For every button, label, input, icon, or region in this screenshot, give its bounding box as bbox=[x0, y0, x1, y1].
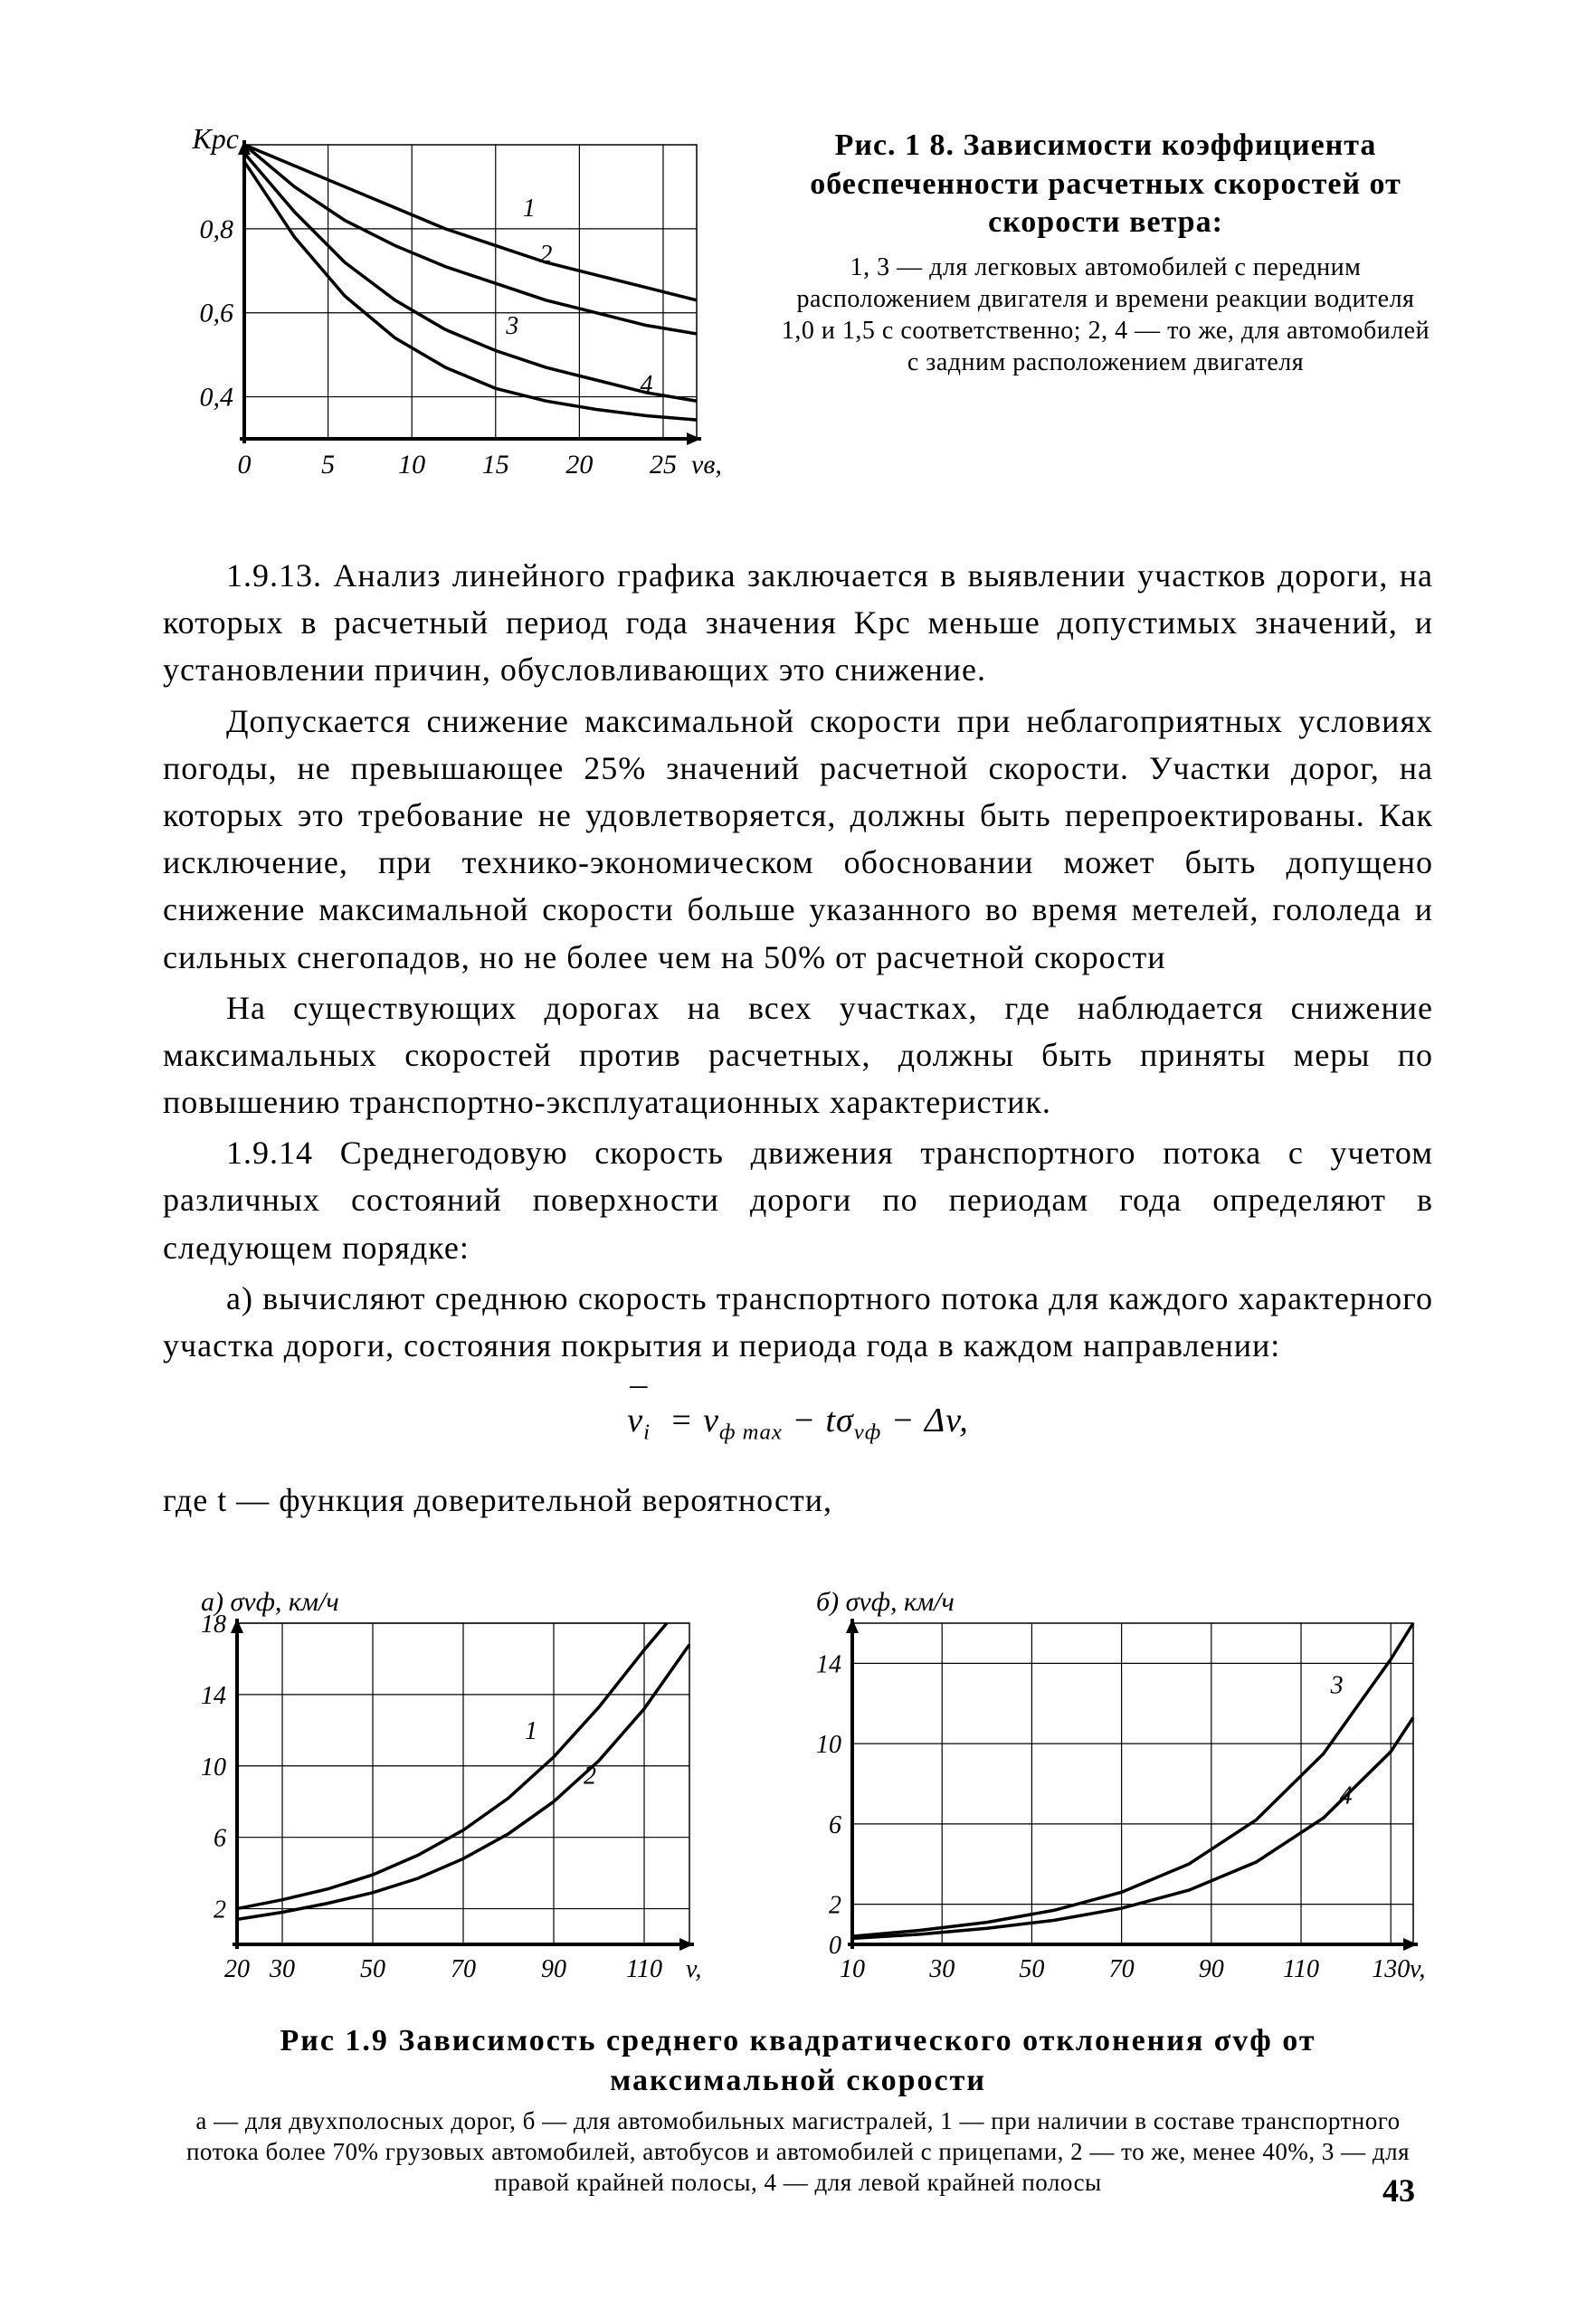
figure-1-9-panel-a: 12261014182030507090110а) σvф, км/чv, км… bbox=[165, 1578, 708, 1994]
svg-text:v, км/ч: v, км/ч bbox=[1410, 1955, 1431, 1983]
svg-text:30: 30 bbox=[269, 1955, 295, 1983]
svg-text:50: 50 bbox=[1019, 1955, 1044, 1983]
svg-text:10: 10 bbox=[816, 1731, 841, 1759]
svg-text:90: 90 bbox=[1199, 1955, 1224, 1983]
svg-text:0: 0 bbox=[238, 450, 252, 480]
svg-text:14: 14 bbox=[816, 1650, 841, 1678]
svg-text:0,8: 0,8 bbox=[200, 214, 234, 244]
svg-text:3: 3 bbox=[1330, 1671, 1344, 1699]
equation-v-bar: ¯vi = vф max − tσvф − Δv, bbox=[163, 1396, 1433, 1449]
svg-text:10: 10 bbox=[201, 1753, 226, 1782]
svg-text:2: 2 bbox=[829, 1891, 841, 1919]
figure-1-9-caption-head: Рис 1.9 Зависимость среднего квадратичес… bbox=[163, 2021, 1433, 2101]
svg-text:2: 2 bbox=[584, 1762, 596, 1790]
paragraph-1-9-14: 1.9.14 Среднегодовую скорость движения т… bbox=[163, 1129, 1433, 1271]
svg-text:110: 110 bbox=[626, 1955, 662, 1983]
figure-1-9-caption-sub: а — для двухполосных дорог, б — для авто… bbox=[163, 2106, 1433, 2198]
paragraph-allowance: Допускается снижение максимальной скорос… bbox=[163, 698, 1433, 981]
svg-text:1: 1 bbox=[523, 195, 536, 223]
svg-text:50: 50 bbox=[360, 1955, 385, 1983]
svg-text:70: 70 bbox=[451, 1955, 476, 1983]
body-text: 1.9.13. Анализ линейного графика заключа… bbox=[163, 552, 1433, 1524]
svg-text:а) σvф, км/ч: а) σvф, км/ч bbox=[201, 1587, 339, 1617]
svg-text:6: 6 bbox=[214, 1824, 226, 1852]
svg-text:4: 4 bbox=[640, 371, 652, 399]
paragraph-where-t: где t — функция доверительной вероятност… bbox=[163, 1477, 1433, 1524]
svg-text:0,6: 0,6 bbox=[200, 299, 234, 328]
svg-text:2: 2 bbox=[539, 241, 552, 269]
svg-text:3: 3 bbox=[505, 312, 518, 340]
svg-text:vв, м/с: vв, м/с bbox=[691, 450, 724, 480]
svg-text:6: 6 bbox=[829, 1811, 841, 1839]
svg-text:б) σvф, км/ч: б) σvф, км/ч bbox=[816, 1587, 955, 1617]
paragraph-1-9-13: 1.9.13. Анализ линейного графика заключа… bbox=[163, 552, 1433, 694]
svg-text:110: 110 bbox=[1283, 1955, 1319, 1983]
svg-text:4: 4 bbox=[1340, 1782, 1353, 1810]
svg-text:25: 25 bbox=[650, 450, 677, 480]
figure-1-8-caption-head: Рис. 1 8. Зависимости коэффициента обесп… bbox=[778, 127, 1433, 242]
svg-text:20: 20 bbox=[224, 1955, 250, 1983]
svg-text:2: 2 bbox=[214, 1896, 226, 1924]
svg-text:90: 90 bbox=[541, 1955, 566, 1983]
figure-1-9-panel-b: 3402610141030507090110130б) σvф, км/чv, … bbox=[780, 1578, 1431, 1994]
paragraph-existing-roads: На существующих дорогах на всех участках… bbox=[163, 984, 1433, 1126]
page-number: 43 bbox=[1382, 2171, 1415, 2209]
svg-text:10: 10 bbox=[840, 1955, 865, 1983]
svg-text:20: 20 bbox=[565, 450, 593, 480]
svg-text:14: 14 bbox=[201, 1682, 226, 1710]
svg-text:30: 30 bbox=[928, 1955, 955, 1983]
figure-1-8-caption: Рис. 1 8. Зависимости коэффициента обесп… bbox=[778, 127, 1433, 378]
svg-text:v, км/ч: v, км/ч bbox=[686, 1955, 708, 1983]
figure-1-9: 12261014182030507090110а) σvф, км/чv, км… bbox=[163, 1578, 1433, 2199]
svg-text:15: 15 bbox=[482, 450, 509, 480]
svg-text:10: 10 bbox=[398, 450, 425, 480]
paragraph-a: а) вычисляют среднюю скорость транспортн… bbox=[163, 1275, 1433, 1369]
svg-text:130: 130 bbox=[1372, 1955, 1410, 1983]
svg-text:0,4: 0,4 bbox=[200, 383, 234, 413]
svg-text:70: 70 bbox=[1109, 1955, 1135, 1983]
figure-1-8-caption-sub: 1, 3 — для легковых автомобилей с передн… bbox=[778, 252, 1433, 378]
figure-1-9-caption: Рис 1.9 Зависимость среднего квадратичес… bbox=[163, 2021, 1433, 2199]
svg-text:1: 1 bbox=[525, 1717, 537, 1745]
svg-text:Kрс: Kрс bbox=[191, 127, 239, 155]
svg-text:5: 5 bbox=[321, 450, 335, 480]
figure-1-8: 12 3 4 0,4 0,6 0,8 0 5 10 15 20 25 Kрс vв, м/с bbox=[163, 127, 724, 489]
